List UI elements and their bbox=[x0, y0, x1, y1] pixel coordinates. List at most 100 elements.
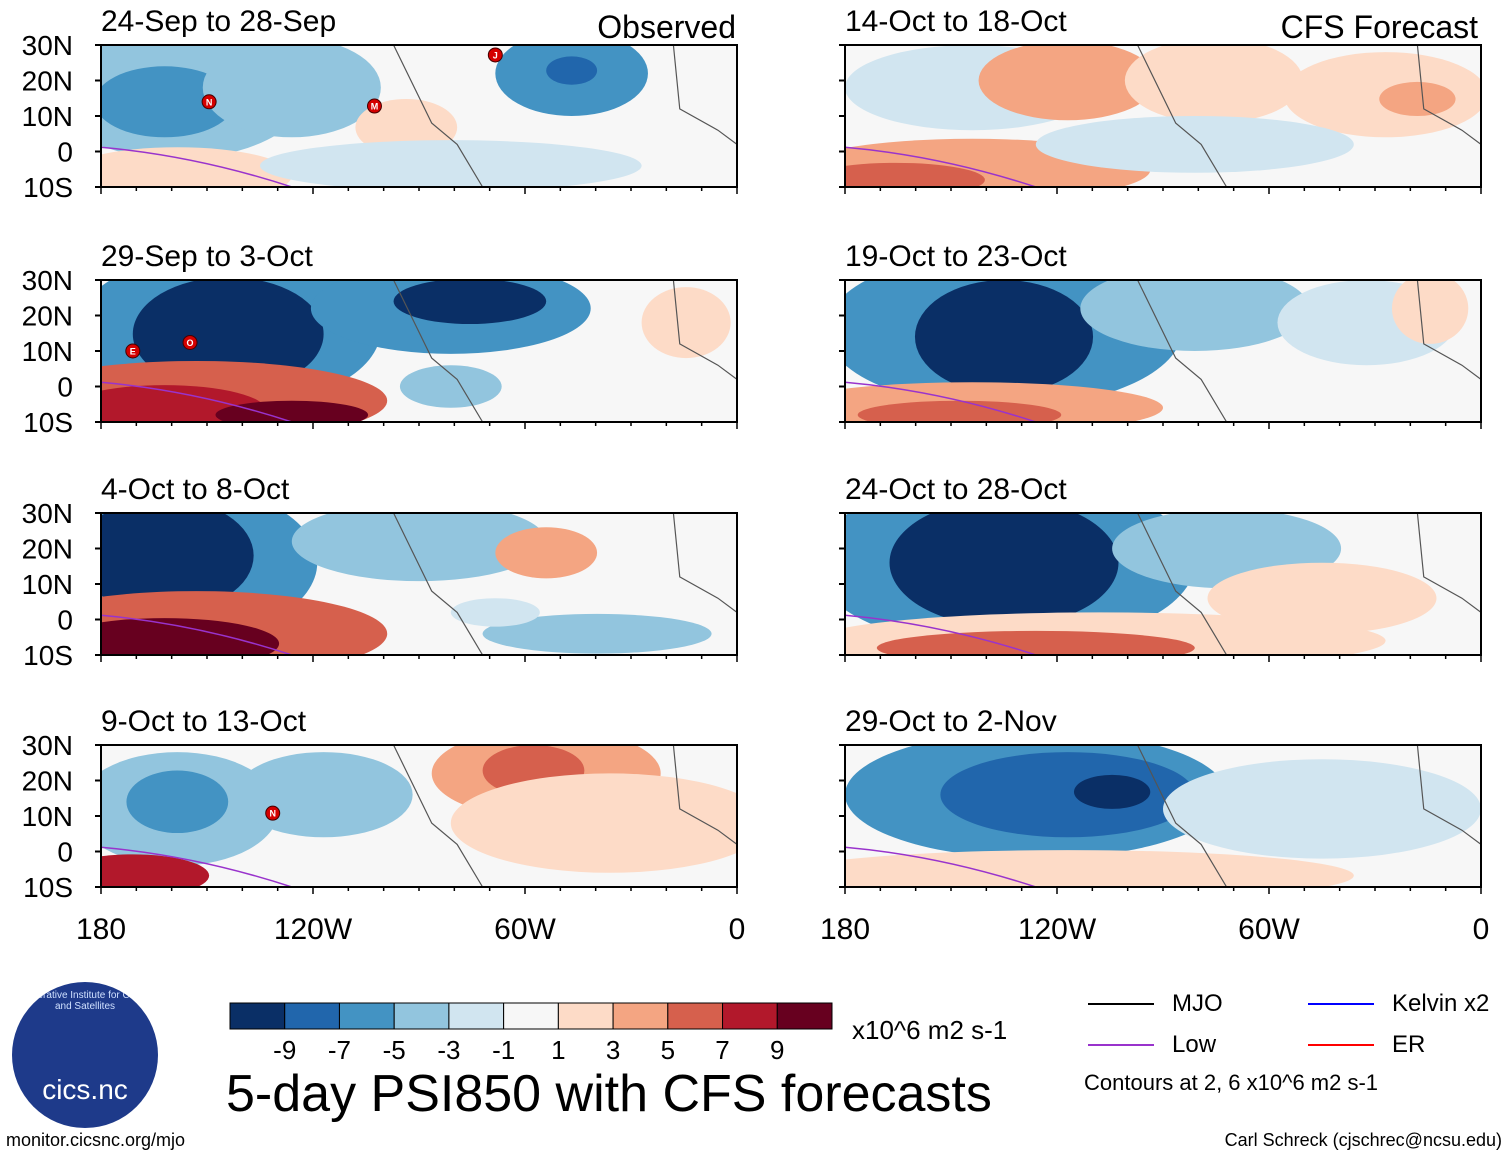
storm-marker: E bbox=[125, 343, 141, 359]
field-blob bbox=[845, 850, 1354, 887]
storm-letter: O bbox=[187, 338, 194, 348]
legend-label-low: Low bbox=[1172, 1031, 1217, 1058]
field-blob bbox=[1391, 280, 1469, 344]
coastline bbox=[393, 45, 737, 187]
colorbar-tick-label: 3 bbox=[606, 1035, 620, 1065]
lon-tick-label: 0 bbox=[729, 913, 746, 946]
lon-tick-label: 120W bbox=[274, 913, 353, 946]
field-blob bbox=[978, 45, 1157, 121]
colorbar-tick-label: -1 bbox=[492, 1035, 515, 1065]
lon-tick-label: 60W bbox=[494, 913, 556, 946]
map-panel: 24-Oct to 28-Oct bbox=[839, 473, 1482, 662]
field-blob bbox=[101, 66, 235, 138]
colorbar-swatch bbox=[557, 1002, 614, 1030]
low-contour bbox=[101, 614, 293, 655]
legend-line-er bbox=[1308, 1044, 1374, 1046]
field-blob bbox=[1073, 774, 1151, 809]
legend-line-low bbox=[1088, 1044, 1154, 1046]
colorbar-tick-label: -3 bbox=[437, 1035, 460, 1065]
low-contour bbox=[101, 146, 293, 187]
cics-logo: Cooperative Institute for Climate and Sa… bbox=[12, 982, 158, 1128]
field-blob bbox=[876, 630, 1195, 655]
panel-title: 14-Oct to 18-Oct bbox=[845, 5, 1067, 38]
colorbar-swatch bbox=[776, 1002, 833, 1030]
coastline bbox=[393, 513, 737, 655]
lat-tick-label: 20N bbox=[22, 66, 73, 97]
field-layer bbox=[101, 513, 737, 655]
observed-label: Observed bbox=[597, 9, 736, 45]
lat-tick-label: 10N bbox=[22, 101, 73, 132]
field-blob bbox=[641, 287, 731, 359]
colorbar-swatch bbox=[722, 1002, 778, 1030]
legend-line-kelvin bbox=[1308, 1003, 1374, 1005]
low-contour bbox=[101, 381, 293, 422]
lat-tick-label: 0 bbox=[57, 137, 73, 168]
panel-title: 9-Oct to 13-Oct bbox=[101, 705, 307, 738]
logo-text: cics.nc bbox=[42, 1074, 128, 1105]
field-blob bbox=[1124, 45, 1303, 124]
field-blob bbox=[857, 400, 1062, 422]
legend-line-mjo bbox=[1088, 1003, 1154, 1005]
colorbar-swatch bbox=[338, 1002, 395, 1030]
coastline bbox=[393, 280, 737, 422]
storm-symbol bbox=[265, 805, 281, 821]
lon-tick-label: 120W bbox=[1018, 913, 1097, 946]
legend-label-er: ER bbox=[1392, 1031, 1426, 1058]
field-blob bbox=[495, 527, 598, 579]
field-layer bbox=[845, 45, 1481, 187]
lat-tick-label: 10S bbox=[23, 640, 73, 671]
legend-label-kelvin: Kelvin x2 bbox=[1392, 990, 1490, 1017]
lat-tick-label: 30N bbox=[22, 730, 73, 761]
field-blob bbox=[482, 613, 712, 654]
field-blob bbox=[215, 400, 369, 422]
figure-title: 5-day PSI850 with CFS forecasts bbox=[226, 1065, 992, 1123]
storm-symbol bbox=[201, 94, 217, 110]
storm-letter: M bbox=[371, 102, 379, 112]
field-blob bbox=[914, 280, 1094, 394]
map-panel: 4-Oct to 8-Oct 30N 20N 10N 0 10S bbox=[22, 473, 738, 671]
low-contour bbox=[845, 614, 1037, 655]
lon-tick-label: 0 bbox=[1473, 913, 1490, 946]
field-blob bbox=[202, 45, 381, 138]
colorbar-tick-label: 7 bbox=[715, 1035, 729, 1065]
lat-tick-label: 30N bbox=[22, 30, 73, 61]
map-panel: 29-Sep to 3-Oct 30N 20N 10N 0 10S bbox=[22, 240, 738, 438]
field-blob bbox=[291, 513, 547, 582]
lat-tick-label: 10N bbox=[22, 336, 73, 367]
storm-letter: N bbox=[269, 809, 276, 819]
field-blob bbox=[260, 140, 642, 187]
colorbar-tick-label: 9 bbox=[770, 1035, 784, 1065]
contour-legend: MJO Kelvin x2 Low ER Contours at 2, 6 x1… bbox=[1084, 988, 1504, 1098]
lat-tick-label: 10S bbox=[23, 407, 73, 438]
logo-ring-text: Cooperative Institute for Climate and Sa… bbox=[13, 990, 157, 1012]
panel-title: 19-Oct to 23-Oct bbox=[845, 240, 1067, 273]
storm-marker: M bbox=[366, 98, 382, 114]
colorbar-swatch bbox=[503, 1002, 559, 1030]
field-blob bbox=[845, 162, 985, 187]
field-blob bbox=[450, 773, 737, 873]
storm-letter: E bbox=[130, 347, 136, 357]
colorbar-tick-label: -9 bbox=[273, 1035, 296, 1065]
lon-tick-label: 180 bbox=[76, 913, 126, 946]
colorbar-tick-label: 1 bbox=[551, 1035, 565, 1065]
site-url: monitor.cicsnc.org/mjo bbox=[6, 1130, 186, 1150]
panel-title: 24-Sep to 28-Sep bbox=[101, 5, 336, 38]
colorbar-swatch bbox=[284, 1002, 340, 1030]
storm-marker: J bbox=[487, 47, 503, 63]
lon-tick-label: 60W bbox=[1238, 913, 1300, 946]
lat-tick-label: 20N bbox=[22, 766, 73, 797]
panel-title: 29-Sep to 3-Oct bbox=[101, 240, 313, 273]
field-blob bbox=[889, 513, 1119, 627]
lat-tick-label: 10S bbox=[23, 872, 73, 903]
coastline bbox=[1137, 513, 1481, 655]
field-layer bbox=[845, 280, 1481, 422]
colorbar-swatch bbox=[612, 1002, 669, 1030]
colorbar: -9 -7 -5 -3 -1 1 3 5 7 9 bbox=[229, 1002, 833, 1065]
field-blob bbox=[1035, 115, 1354, 173]
storm-symbol bbox=[487, 47, 503, 63]
low-contour bbox=[845, 381, 1037, 422]
storm-marker: N bbox=[201, 94, 217, 110]
field-blob bbox=[1207, 562, 1437, 634]
